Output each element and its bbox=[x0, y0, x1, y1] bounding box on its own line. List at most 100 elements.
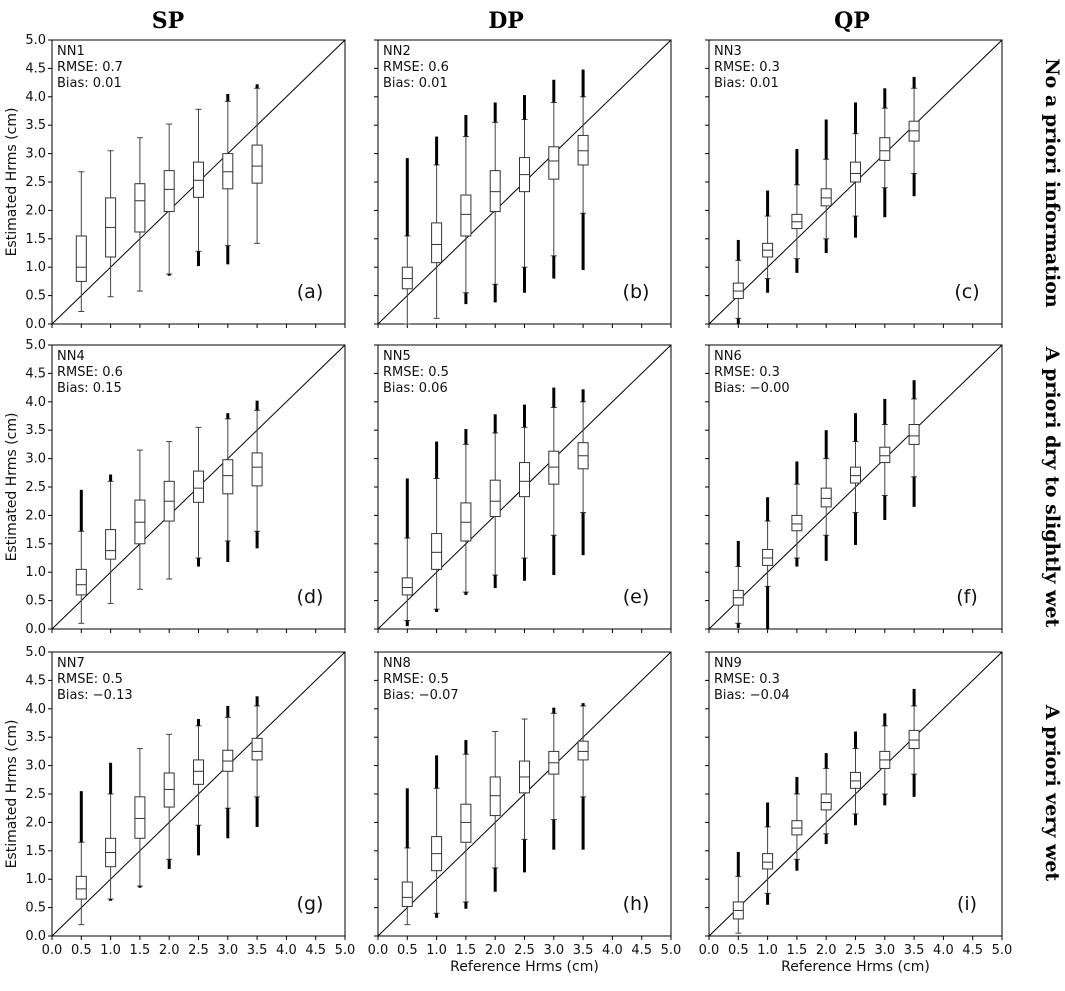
y-tick-label: 0.5 bbox=[25, 594, 46, 609]
box-0.5 bbox=[401, 788, 413, 926]
rmse-text: RMSE: 0.5 bbox=[57, 672, 123, 687]
y-tick-label: 2.5 bbox=[25, 787, 46, 802]
y-tick-label: 3.0 bbox=[25, 759, 46, 774]
box-2.5 bbox=[850, 731, 861, 826]
y-tick-label: 3.5 bbox=[25, 118, 46, 133]
y-tick-label: 4.0 bbox=[25, 395, 46, 410]
box-1.5 bbox=[134, 449, 146, 590]
box-1.5 bbox=[134, 137, 146, 292]
box-body bbox=[791, 514, 803, 532]
y-tick-label: 5.0 bbox=[25, 33, 46, 48]
box-body bbox=[489, 776, 501, 817]
box-1.0 bbox=[105, 762, 117, 901]
box-body bbox=[577, 740, 589, 761]
y-tick-label: 2.5 bbox=[25, 175, 46, 190]
box-1.5 bbox=[460, 429, 472, 595]
y-tick-label: 4.5 bbox=[25, 366, 46, 381]
box-2.5 bbox=[193, 108, 204, 267]
rmse-text: RMSE: 0.5 bbox=[383, 365, 449, 380]
y-tick-label: 3.5 bbox=[25, 730, 46, 745]
x-tick-label: 0.5 bbox=[397, 943, 418, 958]
box-3.5 bbox=[577, 69, 589, 271]
box-body bbox=[222, 459, 234, 495]
model-name: NN8 bbox=[383, 656, 411, 671]
panel-label: (a) bbox=[297, 281, 323, 303]
y-tick-label: 4.0 bbox=[25, 702, 46, 717]
box-3.0 bbox=[222, 93, 234, 265]
box-0.5 bbox=[75, 489, 87, 624]
box-body bbox=[519, 462, 530, 498]
bias-text: Bias: −0.13 bbox=[57, 688, 133, 703]
x-tick-label: 2.5 bbox=[188, 943, 209, 958]
bias-text: Bias: 0.01 bbox=[383, 76, 448, 91]
box-3.5 bbox=[577, 703, 589, 850]
bias-text: Bias: −0.07 bbox=[383, 688, 459, 703]
box-0.5 bbox=[732, 540, 744, 628]
box-1.0 bbox=[762, 497, 774, 629]
rmse-text: RMSE: 0.3 bbox=[714, 60, 780, 75]
x-tick-label: 3.0 bbox=[874, 943, 895, 958]
panel-label: (i) bbox=[957, 893, 977, 915]
panel-nn4: 0.0 0.5 1.0 1.5 2.0 2.5 3.0 3.5 4.0 4.5 5.0 Estimat… bbox=[4, 338, 346, 637]
box-body bbox=[431, 222, 443, 264]
panel-label: (e) bbox=[623, 586, 650, 608]
box-2.0 bbox=[489, 731, 501, 892]
box-3.0 bbox=[222, 413, 234, 562]
box-body bbox=[489, 170, 501, 213]
bias-text: Bias: 0.01 bbox=[714, 76, 779, 91]
box-body bbox=[193, 470, 204, 503]
box-body bbox=[222, 153, 234, 190]
box-body bbox=[460, 194, 472, 237]
box-0.5 bbox=[732, 851, 744, 934]
box-body bbox=[401, 881, 413, 907]
box-3.0 bbox=[222, 705, 234, 839]
panels: 0.0 0.5 1.0 1.5 2.0 2.5 3.0 3.5 4.0 4.5 5.0 Estimat… bbox=[4, 33, 1012, 975]
y-tick-label: 3.0 bbox=[25, 452, 46, 467]
rmse-text: RMSE: 0.7 bbox=[57, 60, 123, 75]
rmse-text: RMSE: 0.6 bbox=[383, 60, 449, 75]
box-body bbox=[193, 161, 204, 198]
box-1.5 bbox=[791, 149, 803, 273]
y-tick-label: 1.5 bbox=[25, 232, 46, 247]
bias-text: Bias: −0.00 bbox=[714, 381, 790, 396]
box-0.5 bbox=[75, 171, 87, 313]
y-tick-label: 2.5 bbox=[25, 480, 46, 495]
box-2.0 bbox=[820, 753, 832, 844]
y-tick-label: 2.0 bbox=[25, 815, 46, 830]
box-body bbox=[251, 737, 263, 761]
box-body bbox=[193, 759, 204, 785]
y-tick-label: 1.0 bbox=[25, 872, 46, 887]
box-body bbox=[820, 793, 832, 811]
x-tick-label: 2.5 bbox=[845, 943, 866, 958]
y-tick-label: 0.5 bbox=[25, 289, 46, 304]
x-tick-label: 4.5 bbox=[305, 943, 326, 958]
x-tick-label: 4.0 bbox=[933, 943, 954, 958]
box-3.5 bbox=[908, 76, 920, 197]
box-body bbox=[577, 134, 589, 166]
column-header-sp: SP bbox=[152, 8, 184, 34]
box-2.5 bbox=[850, 102, 861, 238]
box-2.5 bbox=[519, 95, 530, 293]
panel-nn7: 0.0 0.5 1.0 1.5 2.0 2.5 3.0 3.5 4.0 4.5 5.0 0.0 0.5 1… bbox=[4, 645, 355, 958]
x-axis-label: Reference Hrms (cm) bbox=[450, 959, 599, 975]
box-1.0 bbox=[431, 441, 443, 612]
x-tick-label: 1.0 bbox=[426, 943, 447, 958]
x-tick-label: 3.0 bbox=[217, 943, 238, 958]
y-tick-label: 3.5 bbox=[25, 423, 46, 438]
box-body bbox=[850, 771, 861, 789]
x-tick-label: 1.5 bbox=[787, 943, 808, 958]
box-body bbox=[548, 146, 560, 180]
x-tick-label: 2.5 bbox=[514, 943, 535, 958]
box-body bbox=[105, 529, 117, 560]
box-1.5 bbox=[460, 740, 472, 909]
model-name: NN3 bbox=[714, 44, 742, 59]
panel-label: (b) bbox=[623, 281, 650, 303]
model-name: NN1 bbox=[57, 44, 85, 59]
panel-label: (d) bbox=[297, 586, 324, 608]
rmse-text: RMSE: 0.6 bbox=[57, 365, 123, 380]
box-3.5 bbox=[251, 400, 263, 549]
box-body bbox=[431, 533, 443, 570]
box-3.0 bbox=[879, 88, 891, 218]
y-tick-label: 1.5 bbox=[25, 844, 46, 859]
rmse-text: RMSE: 0.3 bbox=[714, 365, 780, 380]
